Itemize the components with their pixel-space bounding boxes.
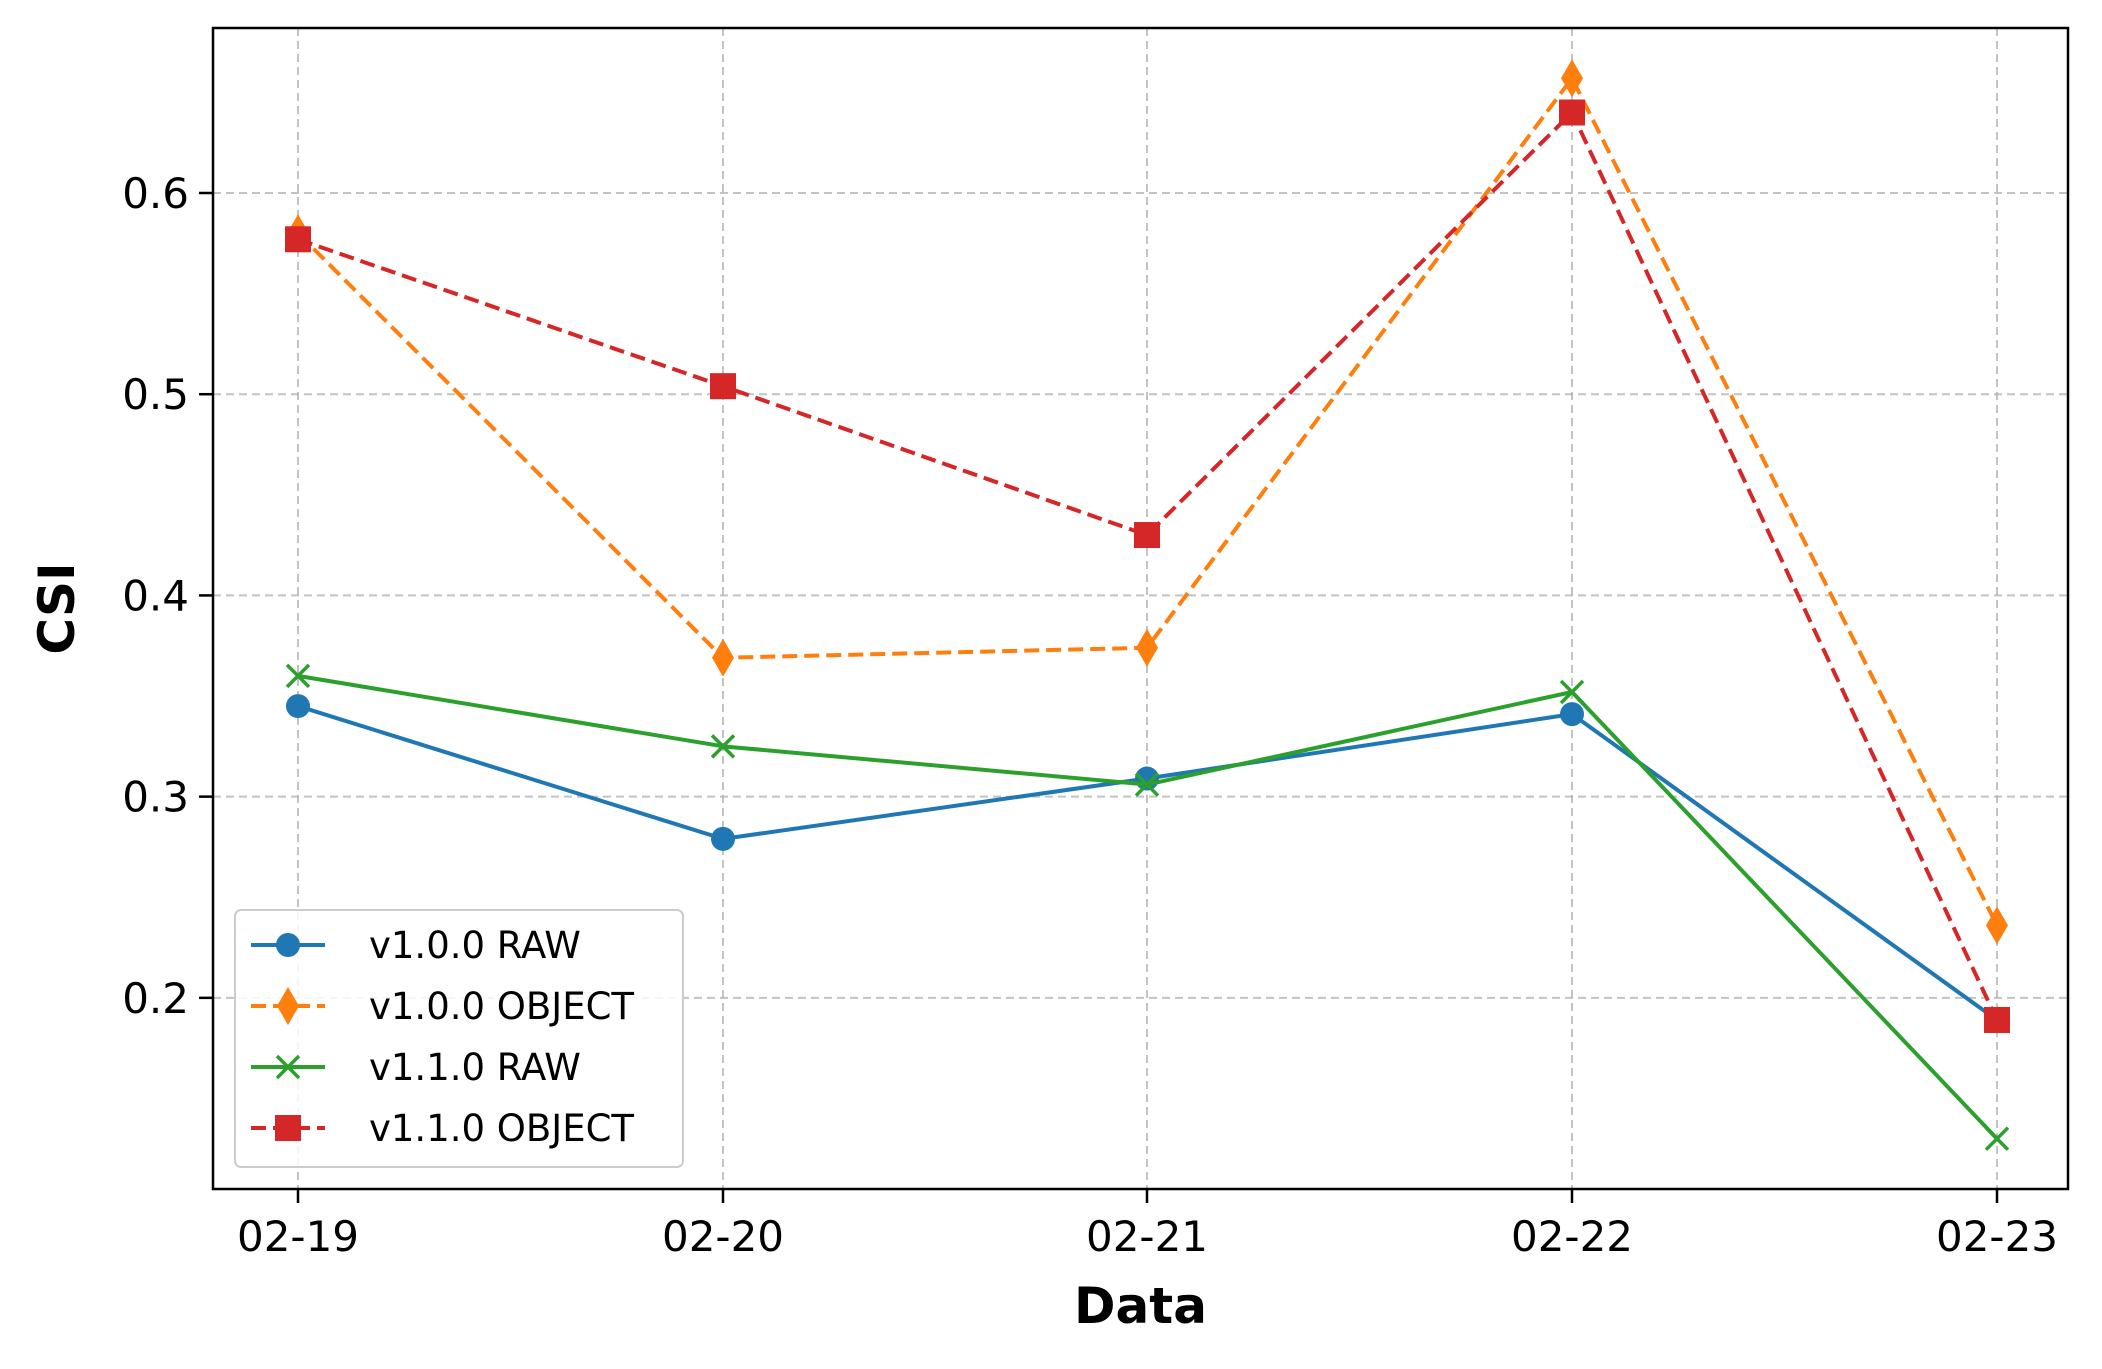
x-marker-stroke <box>1134 772 1160 797</box>
legend-label: v1.0.0 RAW <box>369 924 581 967</box>
x-tick-label: 02-23 <box>1936 1212 2058 1261</box>
legend-marker <box>277 987 299 1025</box>
y-tick-label: 0.3 <box>122 773 189 822</box>
y-tick-label: 0.2 <box>122 974 189 1023</box>
x-marker-stroke <box>1984 1126 2010 1151</box>
legend-entry: v1.0.0 RAW <box>251 924 581 967</box>
plot-frame <box>211 26 2070 1191</box>
data-point <box>712 638 734 677</box>
data-point <box>711 826 735 851</box>
x-tick-label: 02-20 <box>662 1212 784 1261</box>
legend-marker <box>276 933 300 957</box>
data-point <box>286 694 310 719</box>
series-v1-0-0-raw <box>286 694 2009 1032</box>
legend: v1.0.0 RAW v1.0.0 OBJECT v1.1.0 RAW v1.1.0 … <box>234 909 684 1168</box>
data-point <box>1134 522 1160 549</box>
series-layer <box>285 59 2010 1151</box>
y-tick-label: 0.4 <box>122 571 189 620</box>
data-point <box>710 373 736 400</box>
data-point <box>1560 702 1584 727</box>
series-v1-1-0-raw <box>285 663 2010 1151</box>
data-point <box>1561 59 1583 98</box>
y-tick-label: 0.6 <box>122 169 189 218</box>
x-marker-stroke <box>710 734 736 759</box>
y-axis-title: CSI <box>28 562 86 654</box>
legend-label: v1.1.0 OBJECT <box>369 1107 634 1150</box>
data-point <box>1134 772 1160 797</box>
x-tick-label: 02-19 <box>237 1212 359 1261</box>
legend-label: v1.1.0 RAW <box>369 1046 581 1089</box>
x-tick-label: 02-21 <box>1086 1212 1208 1261</box>
data-point <box>1984 1006 2010 1033</box>
legend-entry: v1.0.0 OBJECT <box>251 985 634 1028</box>
y-tick-label: 0.5 <box>122 370 189 419</box>
x-marker-stroke <box>1559 679 1585 705</box>
data-point <box>1986 906 2008 945</box>
data-point <box>1559 99 1585 126</box>
series-line <box>297 110 1999 1021</box>
legend-label: v1.0.0 OBJECT <box>369 985 634 1028</box>
data-point <box>285 663 311 689</box>
data-point <box>1559 679 1585 705</box>
x-tick-label: 02-22 <box>1511 1212 1633 1261</box>
data-point <box>1984 1126 2010 1151</box>
legend-marker <box>275 1115 301 1141</box>
x-axis-title: Data <box>1074 1277 1207 1335</box>
series-v1-1-0-object <box>285 99 2010 1033</box>
data-point <box>285 226 311 253</box>
x-marker-stroke <box>285 663 311 689</box>
data-point <box>710 734 736 759</box>
legend-marker <box>275 1054 301 1080</box>
data-point <box>1136 628 1158 667</box>
legend-entry: v1.1.0 OBJECT <box>251 1107 634 1150</box>
legend-entry: v1.1.0 RAW <box>251 1046 581 1089</box>
x-marker-stroke <box>275 1054 301 1080</box>
legend-box <box>234 909 684 1168</box>
tick-layer: 02-19 02-20 02-21 02-22 02-23 0.2 0.3 0.4 0.5 0.6 <box>122 169 2058 1261</box>
